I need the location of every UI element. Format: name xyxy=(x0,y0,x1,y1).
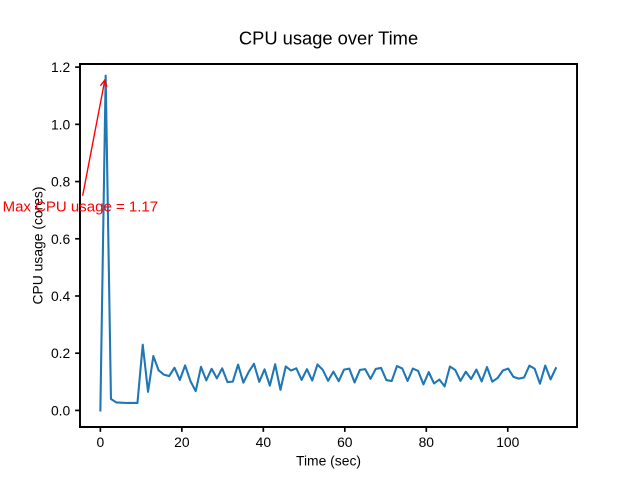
svg-text:1.2: 1.2 xyxy=(51,59,71,75)
svg-text:100: 100 xyxy=(496,434,519,450)
svg-text:Max CPU usage = 1.17: Max CPU usage = 1.17 xyxy=(3,199,159,216)
svg-text:0.2: 0.2 xyxy=(51,345,71,361)
svg-text:0.4: 0.4 xyxy=(51,288,71,304)
svg-text:Time (sec): Time (sec) xyxy=(296,452,361,468)
svg-text:60: 60 xyxy=(337,434,353,450)
svg-text:20: 20 xyxy=(174,434,190,450)
svg-text:1.0: 1.0 xyxy=(51,116,71,132)
svg-text:80: 80 xyxy=(419,434,435,450)
svg-text:0: 0 xyxy=(97,434,105,450)
svg-text:0.0: 0.0 xyxy=(51,402,71,418)
svg-text:0.8: 0.8 xyxy=(51,174,71,190)
svg-text:40: 40 xyxy=(256,434,272,450)
svg-text:0.6: 0.6 xyxy=(51,231,71,247)
svg-text:CPU usage over Time: CPU usage over Time xyxy=(239,28,418,49)
